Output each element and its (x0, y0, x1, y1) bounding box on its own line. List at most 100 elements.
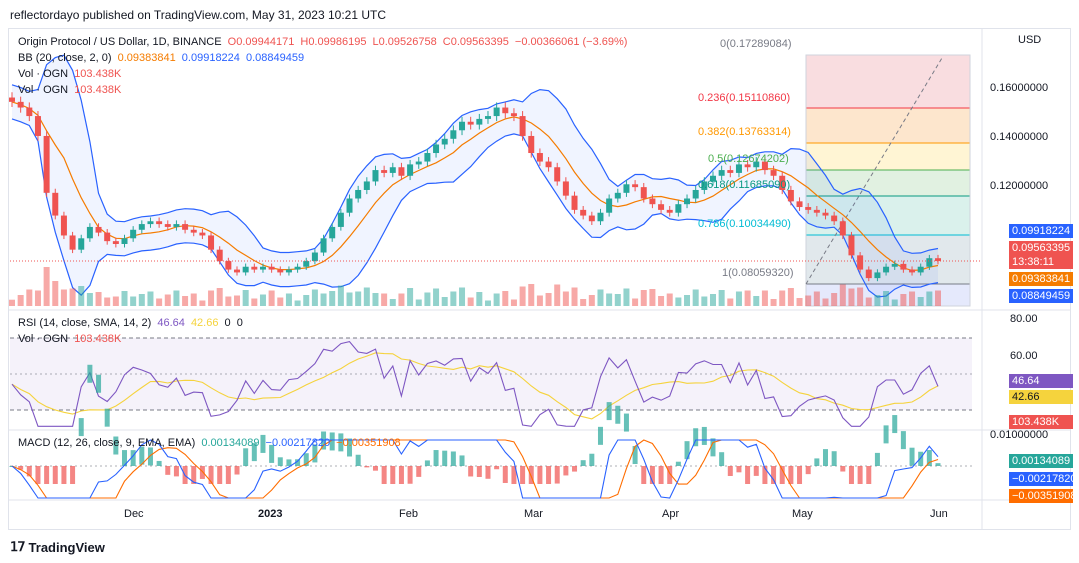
volume-bar (43, 267, 50, 306)
candle-body (104, 232, 111, 242)
volume-bar (588, 295, 595, 306)
macd-line-price-label: −0.00217820 (1009, 472, 1077, 486)
volume-bar (632, 298, 639, 306)
macd-histogram-bar (70, 466, 76, 484)
volume-bar (234, 295, 241, 306)
candle-body (770, 170, 777, 176)
candle-body (216, 249, 223, 262)
macd-legend[interactable]: MACD (12, 26, close, 9, EMA, EMA) 0.0013… (18, 437, 404, 450)
candle-body (234, 269, 241, 273)
symbol-title[interactable]: Origin Protocol / US Dollar, 1D, BINANCE (18, 36, 222, 48)
macd-signal-price-label: −0.00351908 (1009, 489, 1077, 503)
macd-histogram-bar (476, 466, 482, 477)
fib-level-label: 0.786(0.10034490) (698, 218, 791, 230)
rsi-label: RSI (14, close, SMA, 14, 2) (18, 317, 152, 329)
rsi-ma-line (11, 352, 939, 420)
rsi-volume-price-label: 103.438K (1009, 415, 1073, 429)
bb-upper-price-label: 0.09918224 (1009, 224, 1073, 238)
main-legend: Origin Protocol / US Dollar, 1D, BINANCE… (18, 36, 630, 49)
rsi-extra-value: 0 (236, 317, 243, 329)
macd-tick: 0.01000000 (990, 429, 1049, 441)
volume-bar (909, 291, 916, 306)
bb-lower-line (11, 118, 939, 298)
candle-body (917, 266, 924, 273)
candle-body (597, 212, 604, 222)
rsi-volume-legend[interactable]: Vol · OGN 103.438K (18, 333, 124, 346)
candle-body (268, 266, 275, 270)
macd-histogram-bar (234, 466, 240, 475)
volume-bar (450, 291, 457, 306)
macd-hist-value: 0.00134089 (201, 437, 260, 449)
candle-body (536, 153, 543, 162)
volume-bar (900, 294, 907, 306)
candle-body (484, 116, 491, 119)
volume-bar (519, 286, 526, 306)
volume-bar (69, 288, 76, 306)
candle-body (675, 204, 682, 213)
candle-body (813, 209, 820, 213)
fib-band (806, 143, 970, 170)
volume-bar (935, 290, 941, 306)
macd-histogram-bar (338, 433, 344, 452)
volume-bar (649, 289, 656, 306)
volume-bar (744, 290, 751, 306)
candle-body (935, 258, 941, 262)
currency-label: USD (1018, 34, 1042, 46)
macd-histogram-bar (693, 428, 699, 447)
volume-bar (337, 285, 344, 306)
volume-bar (251, 298, 258, 306)
macd-histogram-bar (104, 408, 110, 427)
candle-body (433, 144, 440, 154)
macd-histogram-bar (572, 466, 578, 472)
macd-histogram-bar (857, 466, 863, 484)
fib-level-label: 1(0.08059320) (722, 267, 794, 279)
tradingview-footer[interactable]: 𝟣𝟩 TradingView (10, 539, 105, 555)
volume-bar (381, 293, 388, 306)
macd-histogram-bar (122, 450, 128, 466)
macd-histogram-bar (260, 434, 266, 453)
macd-histogram-bar (667, 466, 673, 484)
macd-histogram-bar (355, 454, 361, 466)
candle-body (311, 252, 318, 262)
volume-bar (779, 290, 786, 306)
candle-body (640, 187, 647, 199)
candle-body (259, 266, 266, 270)
volume-bar (95, 292, 102, 306)
fib-level-label: 0(0.17289084) (720, 38, 792, 50)
volume-bar (692, 289, 699, 306)
macd-histogram-bar (771, 466, 777, 484)
macd-histogram-bar (52, 466, 58, 484)
price-tick: 0.12000000 (990, 180, 1049, 192)
candle-body (727, 170, 734, 173)
volume-value: 103.438K (74, 333, 122, 345)
candle-body (467, 121, 474, 125)
macd-histogram-bar (147, 447, 153, 466)
volume-bar (225, 296, 232, 306)
macd-histogram-bar (935, 463, 941, 466)
macd-histogram-bar (468, 466, 474, 477)
candle-body (554, 167, 561, 182)
macd-histogram-bar (649, 466, 655, 484)
candle-body (138, 224, 145, 230)
volume-bar (813, 291, 820, 306)
candle-body (173, 224, 180, 227)
fib-band (806, 196, 970, 235)
bb-legend[interactable]: BB (20, close, 2, 0) 0.09383841 0.099182… (18, 52, 307, 65)
volume-legend-2[interactable]: Vol · OGN 103.438K (18, 84, 124, 97)
macd-histogram-bar (78, 418, 84, 437)
candle-body (831, 215, 838, 222)
candle-body (718, 170, 725, 176)
volume-bar (787, 288, 794, 306)
rsi-legend[interactable]: RSI (14, close, SMA, 14, 2) 46.64 42.66 … (18, 317, 246, 330)
candle-body (372, 170, 379, 182)
macd-histogram-bar (745, 466, 751, 484)
macd-histogram-bar (459, 455, 465, 466)
macd-histogram-bar (641, 466, 647, 484)
candle-body (580, 209, 587, 216)
ohlc-high: H0.09986195 (300, 36, 367, 48)
volume-bar (441, 297, 448, 306)
volume-legend-1[interactable]: Vol · OGN 103.438K (18, 68, 124, 81)
candle-body (623, 184, 630, 193)
macd-histogram-bar (546, 466, 552, 484)
